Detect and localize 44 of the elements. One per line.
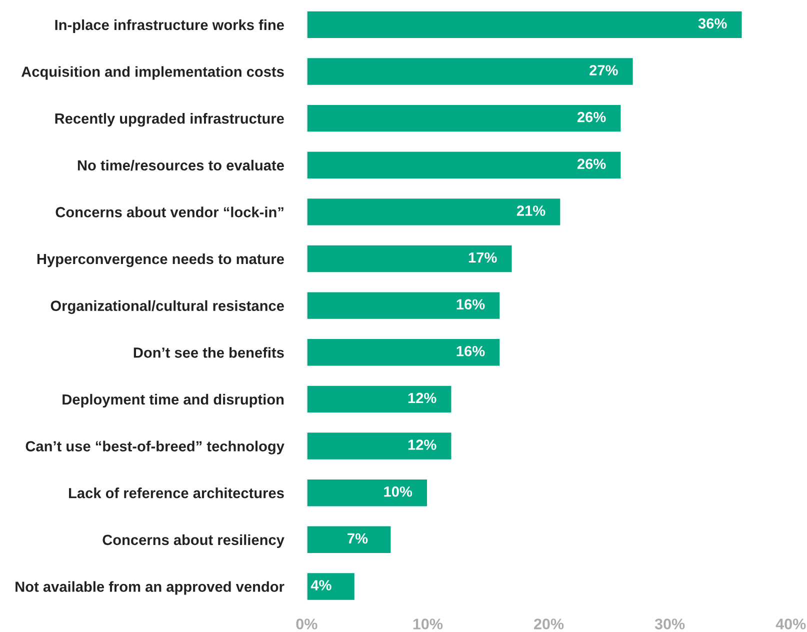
data-label: 26% [577, 158, 606, 170]
x-tick-label: 0% [296, 618, 318, 630]
data-label: 12% [408, 392, 436, 404]
x-tick-label: 40% [776, 618, 806, 630]
bar [306, 104, 622, 134]
y-tick-label: Don’t see the benefits [134, 347, 284, 358]
x-tick-label: 10% [413, 618, 443, 630]
bar [306, 56, 634, 86]
y-tick-label: Recently upgraded infrastructure [55, 113, 284, 127]
bar [306, 338, 502, 368]
y-tick-label: Hyperconvergence needs to mature [37, 253, 284, 268]
y-tick-label: In-place infrastructure works fine [55, 19, 284, 33]
data-label: 16% [456, 299, 485, 310]
bar [306, 572, 356, 602]
bar [306, 384, 453, 414]
data-label: 17% [468, 252, 497, 263]
y-tick-label: Not available from an approved vendor [16, 581, 284, 595]
data-label: 27% [590, 65, 618, 76]
y-tick-label: Lack of reference architectures [69, 488, 284, 498]
bar [306, 197, 562, 227]
data-label: 26% [577, 112, 606, 122]
y-tick-label: Deployment time and disruption [62, 394, 284, 408]
y-tick-label: Concerns about vendor “lock-in” [56, 206, 284, 218]
y-tick-label: Acquisition and implementation costs [21, 66, 284, 80]
bar [306, 478, 428, 508]
y-tick-label: Organizational/cultural resistance [50, 300, 284, 314]
data-label: 7% [348, 533, 368, 544]
y-tick-label: Can’t use “best-of-breed” technology [26, 440, 284, 454]
data-label: 16% [456, 346, 485, 356]
x-tick-label: 20% [534, 618, 564, 630]
x-tick-label: 30% [654, 618, 685, 630]
y-tick-label: No time/resources to evaluate [78, 160, 284, 171]
bar [306, 290, 502, 320]
data-label: 4% [310, 580, 332, 590]
y-tick-label: Concerns about resiliency [102, 534, 284, 548]
bar [306, 10, 744, 40]
bar [306, 150, 622, 180]
data-label: 10% [384, 486, 412, 497]
data-label: 21% [516, 206, 546, 216]
data-label: 12% [408, 440, 436, 450]
bar [306, 244, 514, 274]
data-label: 36% [698, 18, 727, 29]
bar [306, 431, 453, 461]
bar [306, 524, 392, 554]
